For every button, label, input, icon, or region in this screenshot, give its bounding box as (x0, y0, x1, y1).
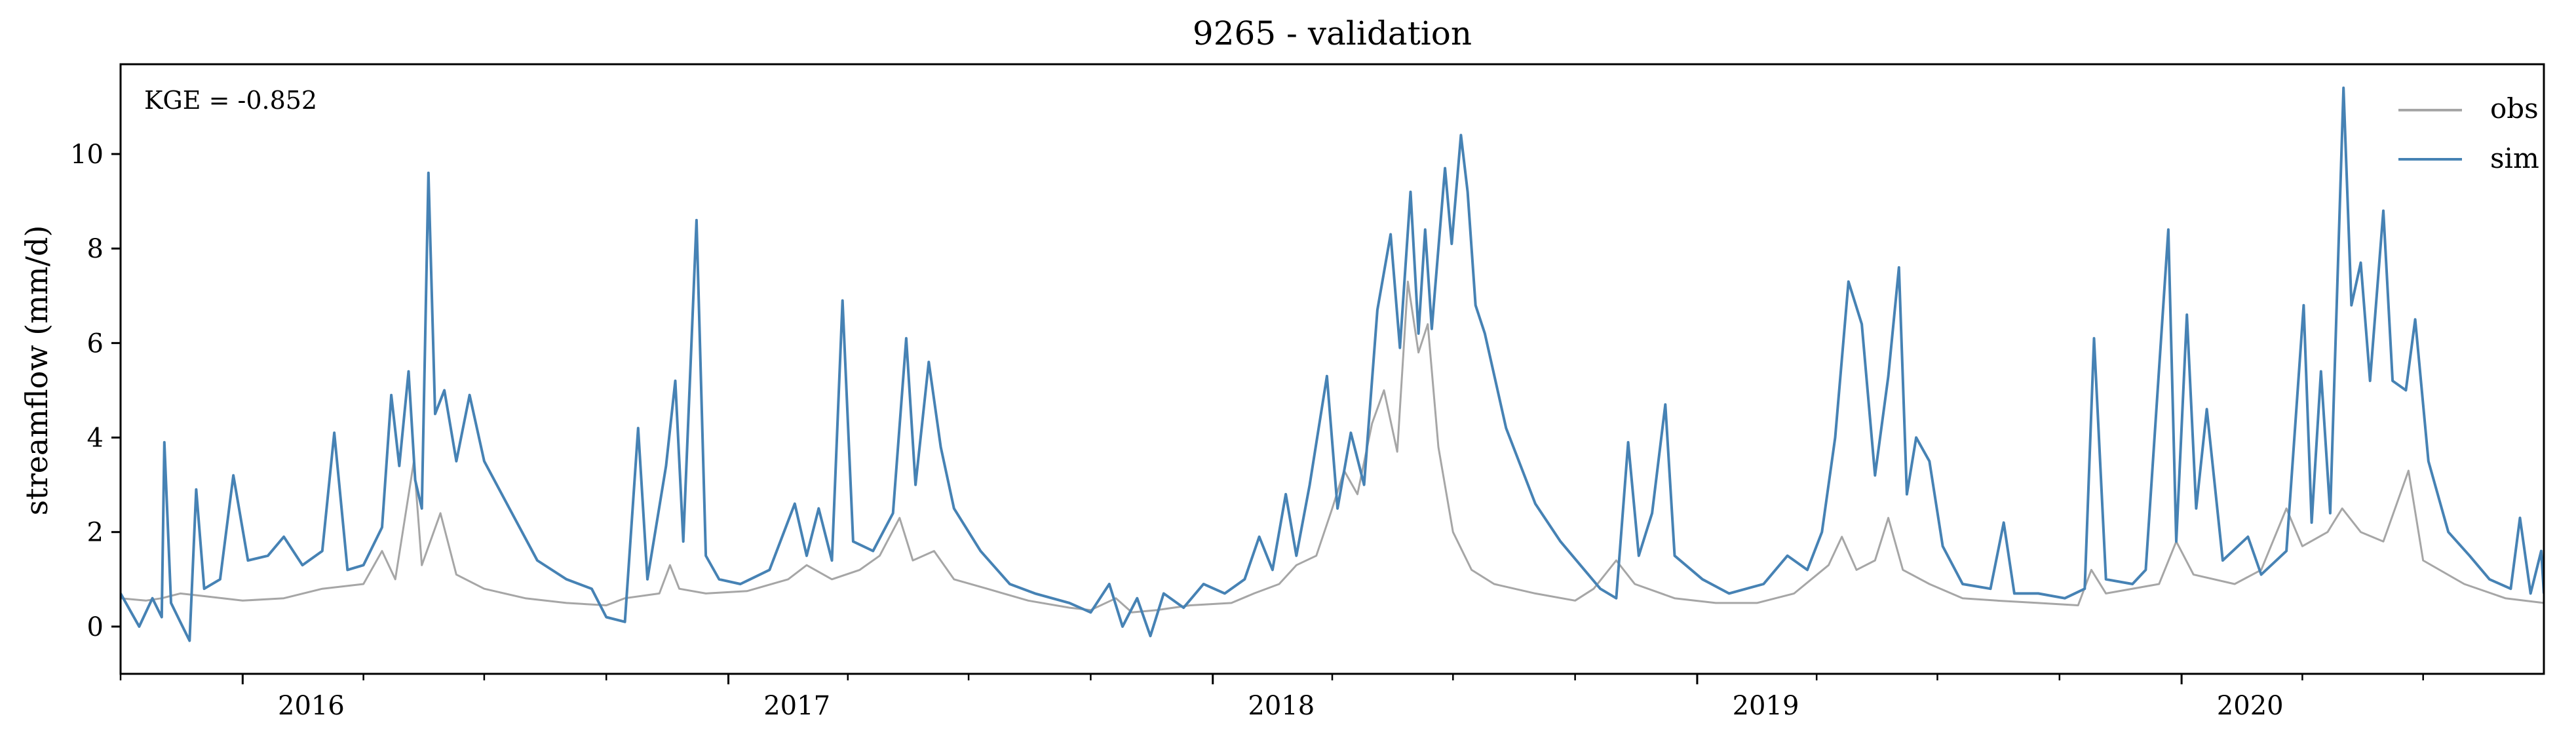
y-tick-label: 8 (87, 234, 104, 264)
legend-label-obs: obs (2490, 92, 2539, 125)
chart-title: 9265 - validation (1193, 14, 1472, 52)
x-axis: 2016 2017 2018 2019 2020 (119, 674, 2424, 721)
x-tick-label: 2020 (2217, 691, 2284, 721)
y-tick-label: 4 (87, 423, 104, 454)
series-line-obs (121, 281, 2544, 614)
x-tick-label: 2019 (1733, 691, 1799, 721)
y-tick-label: 2 (87, 518, 104, 548)
y-axis: 0 2 4 6 8 10 (70, 140, 121, 642)
plot-area (119, 63, 2545, 675)
x-tick-label: 2017 (763, 691, 830, 721)
y-tick-label: 6 (87, 328, 104, 359)
x-tick-label: 2018 (1248, 691, 1315, 721)
legend-label-sim: sim (2490, 142, 2539, 174)
x-tick-label: 2016 (278, 691, 345, 721)
kge-annotation: KGE = -0.852 (144, 86, 317, 115)
y-tick-label: 10 (70, 140, 104, 170)
y-tick-label: 0 (87, 612, 104, 642)
plot-frame (119, 63, 2545, 675)
legend: obs sim (2398, 92, 2539, 174)
series-line-sim (121, 87, 2544, 642)
y-axis-label: streamflow (mm/d) (19, 225, 54, 516)
